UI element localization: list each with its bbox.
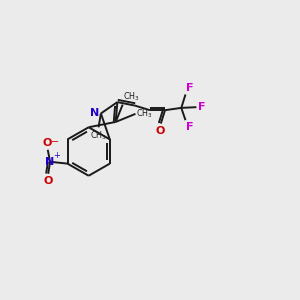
Text: O: O — [43, 138, 52, 148]
Text: F: F — [198, 102, 205, 112]
Text: CH$_3$: CH$_3$ — [136, 107, 153, 120]
Text: CH$_3$: CH$_3$ — [123, 91, 140, 103]
Text: −: − — [51, 137, 59, 148]
Text: N: N — [91, 108, 100, 118]
Text: +: + — [53, 151, 60, 160]
Text: O: O — [156, 126, 165, 136]
Text: N: N — [45, 157, 55, 167]
Text: CH$_3$: CH$_3$ — [90, 129, 107, 142]
Text: F: F — [186, 122, 194, 132]
Text: O: O — [43, 176, 52, 186]
Text: F: F — [186, 83, 194, 93]
